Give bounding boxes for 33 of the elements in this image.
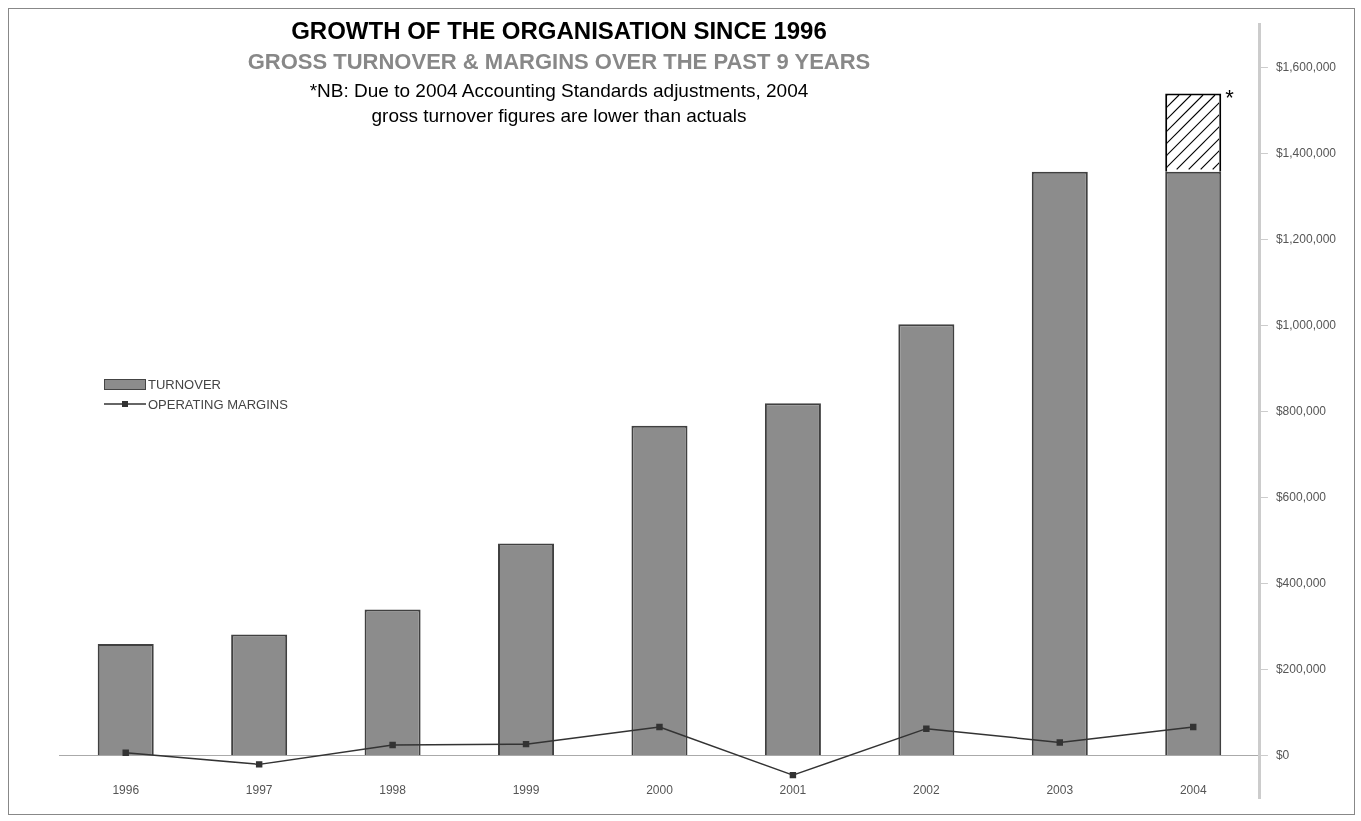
point	[122, 749, 129, 756]
y-tick-label: $800,000	[1275, 403, 1327, 418]
point	[1056, 739, 1064, 746]
legend-label: OPERATING MARGINS	[148, 396, 288, 412]
x-tick-label: 1999	[512, 783, 540, 798]
y-tick-label: $600,000	[1275, 489, 1327, 504]
x-tick-label: 1998	[379, 783, 407, 798]
point	[255, 761, 263, 768]
point	[923, 725, 930, 732]
x-tick-label: 1997	[245, 783, 273, 798]
x-tick-label: 2004	[1179, 783, 1207, 798]
point	[1190, 723, 1197, 731]
point	[522, 740, 530, 748]
legend-label: TURNOVER	[148, 376, 221, 392]
x-tick-label: 2000	[646, 783, 674, 798]
y-tick-label: $200,000	[1275, 662, 1327, 677]
y-tick-label: $1,000,000	[1275, 317, 1337, 332]
x-tick-label: 2003	[1046, 783, 1074, 798]
x-tick-label: 2002	[912, 783, 941, 798]
x-tick-label: 1996	[112, 783, 140, 798]
y-tick-label: $1,600,000	[1275, 59, 1337, 74]
y-tick-label: $400,000	[1275, 575, 1327, 590]
point	[389, 741, 396, 749]
y-tick-label: $1,200,000	[1275, 231, 1337, 246]
text: GROSS TURNOVER & MARGINS OVER THE PAST 9 YEARS	[246, 49, 872, 75]
y-tick-label: $0	[1275, 748, 1290, 763]
annotation: *	[1225, 85, 1235, 111]
annotation: *NB: Due to 2004 Accounting Standards adjustments, 2004 gross turnover figures are lower than actuals	[308, 79, 810, 128]
chart-title: GROWTH OF THE ORGANISATION SINCE 1996	[290, 17, 828, 45]
y-tick-label: $1,400,000	[1275, 145, 1337, 160]
point	[656, 723, 663, 731]
x-tick-label: 2001	[779, 783, 807, 798]
point	[789, 771, 797, 779]
